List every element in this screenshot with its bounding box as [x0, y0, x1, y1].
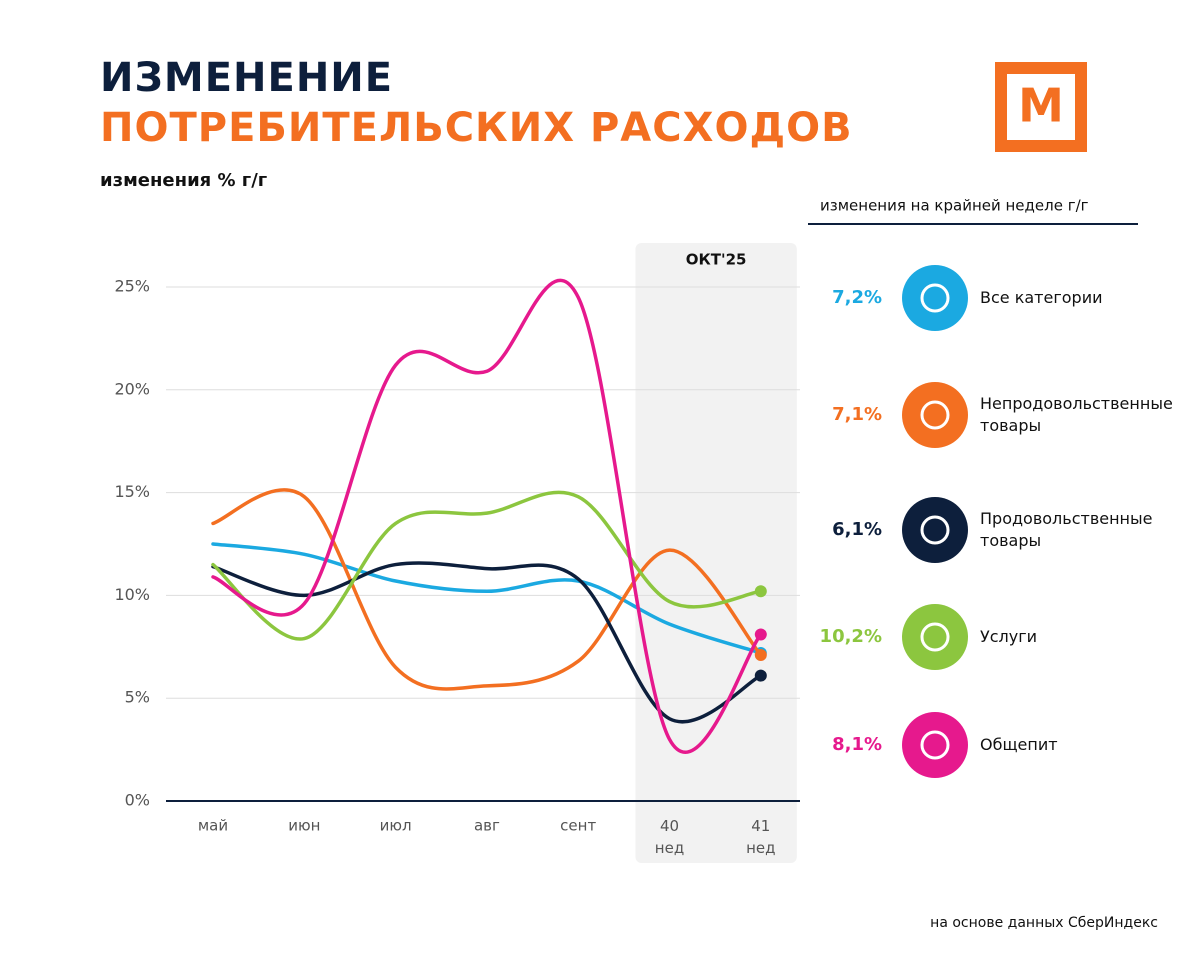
x-tick-label: май — [198, 817, 228, 835]
legend-icon — [902, 712, 968, 778]
logo-text: М — [1018, 79, 1064, 133]
source: на основе данных СберИндекс — [930, 915, 1158, 931]
x-tick-label: июл — [380, 817, 412, 835]
series-line — [211, 490, 763, 641]
legend-icon-glyph — [920, 515, 950, 545]
legend-icon — [902, 265, 968, 331]
legend-label: Продовольственные товары — [980, 509, 1153, 550]
series-line — [211, 488, 763, 691]
legend-label: Непродовольственные товары — [980, 394, 1173, 435]
y-tick-label: 5% — [125, 688, 150, 707]
series-line — [211, 542, 763, 655]
highlight-band — [635, 243, 797, 863]
legend-label: Услуги — [980, 627, 1038, 646]
x-tick-line: нед — [655, 839, 684, 857]
end-point — [754, 649, 767, 662]
x-tick-label: авг — [474, 817, 500, 835]
y-axis-label: изменения % г/г — [100, 170, 267, 191]
value-label: 7,1% — [832, 404, 882, 425]
end-point — [754, 628, 767, 641]
value-label: 6,1% — [832, 519, 882, 540]
legend-icon — [902, 604, 968, 670]
x-tick-label: июн — [288, 817, 320, 835]
legend-label: Общепит — [980, 735, 1058, 754]
value-label: 8,1% — [832, 734, 882, 755]
series-line — [211, 278, 763, 754]
title-line-1: ИЗМЕНЕНИЕ — [100, 55, 393, 101]
legend-icon-glyph — [920, 400, 950, 430]
x-tick-line: 41 — [751, 817, 770, 835]
logo-inner — [1007, 74, 1075, 140]
x-tick-label: 41 нед — [746, 817, 775, 857]
value-label: 7,2% — [832, 287, 882, 308]
legend-label: Все категории — [980, 288, 1103, 307]
end-point — [754, 669, 767, 682]
legend-icon — [902, 382, 968, 448]
y-tick-label: 10% — [114, 585, 150, 604]
x-tick-label: 40 нед — [655, 817, 684, 857]
legend-icon-glyph — [920, 283, 950, 313]
end-point — [754, 585, 767, 598]
annotation: ОКТ'25 — [686, 251, 747, 269]
title-line-2: ПОТРЕБИТЕЛЬСКИХ РАСХОДОВ — [100, 105, 853, 151]
value-label: 10,2% — [820, 626, 882, 647]
y-tick-label: 15% — [114, 482, 150, 501]
y-tick-label: 20% — [114, 379, 150, 398]
legend-title: изменения на крайней неделе г/г — [820, 197, 1089, 215]
series-line — [211, 561, 763, 724]
x-tick-line: нед — [746, 839, 775, 857]
y-tick-label: 0% — [125, 791, 150, 810]
y-tick-label: 25% — [114, 277, 150, 296]
legend-icon-glyph — [920, 730, 950, 760]
x-tick-label: сент — [560, 817, 596, 835]
x-tick-line: 40 — [660, 817, 679, 835]
legend-icon — [902, 497, 968, 563]
legend-icon-glyph — [920, 622, 950, 652]
